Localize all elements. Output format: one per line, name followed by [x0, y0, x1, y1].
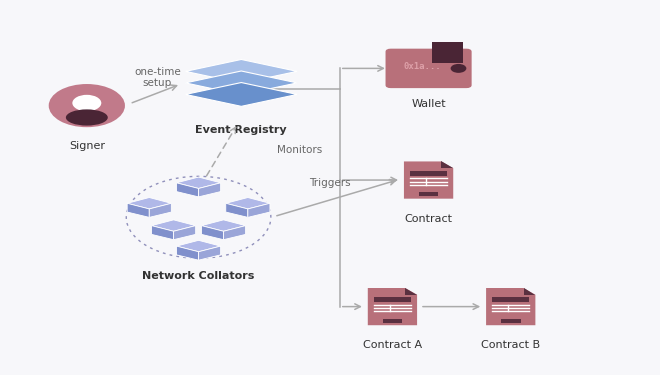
- Polygon shape: [405, 288, 417, 295]
- Polygon shape: [152, 220, 195, 231]
- Polygon shape: [199, 246, 220, 260]
- Polygon shape: [127, 203, 149, 217]
- Text: Contract A: Contract A: [363, 340, 422, 350]
- Polygon shape: [224, 226, 246, 240]
- Text: Event Registry: Event Registry: [195, 125, 287, 135]
- Polygon shape: [176, 183, 199, 197]
- Polygon shape: [523, 288, 535, 295]
- Circle shape: [49, 84, 125, 127]
- Polygon shape: [176, 240, 220, 252]
- Ellipse shape: [66, 110, 108, 126]
- Text: Contract: Contract: [405, 213, 453, 223]
- Circle shape: [73, 95, 102, 111]
- Polygon shape: [226, 203, 248, 217]
- Polygon shape: [185, 82, 297, 106]
- Polygon shape: [248, 203, 270, 217]
- FancyBboxPatch shape: [374, 297, 411, 302]
- FancyBboxPatch shape: [410, 171, 447, 176]
- Polygon shape: [185, 71, 297, 95]
- Polygon shape: [486, 288, 535, 325]
- Circle shape: [451, 64, 467, 73]
- Polygon shape: [404, 162, 453, 199]
- Polygon shape: [201, 226, 224, 240]
- Polygon shape: [201, 220, 246, 231]
- FancyBboxPatch shape: [385, 49, 472, 88]
- Polygon shape: [226, 198, 270, 209]
- Polygon shape: [442, 162, 453, 168]
- Polygon shape: [185, 60, 297, 83]
- Polygon shape: [149, 203, 172, 217]
- Polygon shape: [199, 183, 220, 197]
- FancyBboxPatch shape: [492, 297, 529, 302]
- FancyBboxPatch shape: [501, 318, 521, 323]
- FancyBboxPatch shape: [418, 192, 438, 196]
- Text: one-time
setup: one-time setup: [134, 67, 181, 88]
- Text: Wallet: Wallet: [411, 99, 446, 109]
- Text: 0x1a...: 0x1a...: [403, 62, 441, 71]
- Text: Contract B: Contract B: [481, 340, 541, 350]
- Polygon shape: [176, 177, 220, 189]
- Text: Network Collators: Network Collators: [143, 271, 255, 281]
- Polygon shape: [127, 198, 172, 209]
- Text: Monitors: Monitors: [277, 145, 323, 155]
- Polygon shape: [432, 42, 463, 63]
- Polygon shape: [368, 288, 417, 325]
- Polygon shape: [152, 226, 174, 240]
- Polygon shape: [174, 226, 195, 240]
- Polygon shape: [176, 246, 199, 260]
- Text: Signer: Signer: [69, 141, 105, 151]
- Text: Triggers: Triggers: [309, 178, 351, 188]
- FancyBboxPatch shape: [383, 318, 403, 323]
